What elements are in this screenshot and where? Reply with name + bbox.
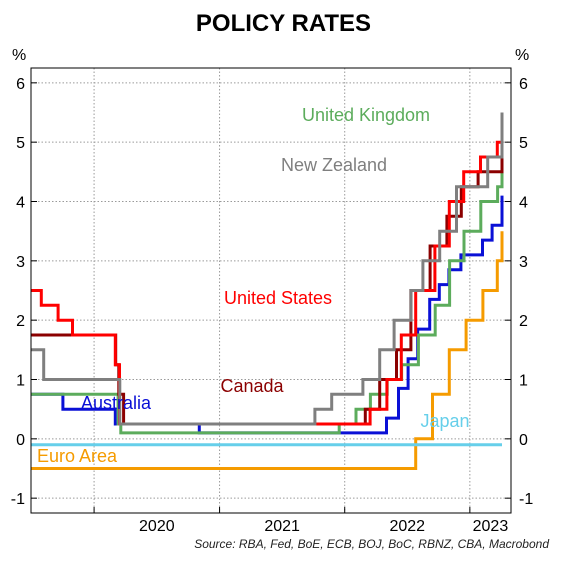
x-tick-label: 2023 — [473, 518, 509, 535]
series-line-new-zealand — [31, 112, 504, 426]
y-tick-label-left: 3 — [16, 254, 25, 271]
unit-label-left: % — [12, 47, 26, 64]
axis-layer — [31, 82, 511, 513]
series-label-new-zealand: New Zealand — [281, 155, 387, 175]
unit-label-right: % — [515, 47, 529, 64]
y-tick-label-left: 5 — [16, 135, 25, 152]
x-tick-label: 2021 — [264, 518, 300, 535]
y-tick-label-right: 2 — [519, 313, 528, 330]
y-tick-label-left: 6 — [16, 76, 25, 93]
y-tick-label-right: 0 — [519, 432, 528, 449]
y-tick-label-right: 4 — [519, 195, 528, 212]
series-label-australia: Australia — [81, 393, 152, 413]
label-layer: -1 -1 0 0 1 1 2 2 3 3 4 4 5 5 6 6% % 2020 2021 2022 2023 Unit… — [11, 47, 534, 535]
y-tick-label-right: 5 — [519, 135, 528, 152]
y-tick-label-left: -1 — [11, 491, 25, 508]
series-line-united-kingdom — [31, 142, 504, 435]
y-tick-label-right: 6 — [519, 76, 528, 93]
series-layer — [31, 112, 504, 470]
y-tick-label-right: 3 — [519, 254, 528, 271]
chart-title: POLICY RATES — [195, 10, 372, 37]
y-tick-label-left: 4 — [16, 195, 25, 212]
series-label-japan: Japan — [420, 411, 469, 431]
series-line-united-states — [31, 127, 504, 426]
series-label-united-kingdom: United Kingdom — [302, 105, 430, 125]
y-tick-label-left: 1 — [16, 373, 25, 390]
y-tick-label-right: -1 — [519, 491, 533, 508]
y-tick-label-left: 0 — [16, 432, 25, 449]
series-label-canada: Canada — [220, 376, 284, 396]
y-tick-label-right: 1 — [519, 373, 528, 390]
y-tick-label-left: 2 — [16, 313, 25, 330]
x-tick-label: 2022 — [389, 518, 425, 535]
source-note: Source: RBA, Fed, BoE, ECB, BOJ, BoC, RB… — [194, 537, 549, 551]
series-label-united-states: United States — [224, 288, 332, 308]
series-label-euro-area: Euro Area — [37, 446, 118, 466]
x-tick-label: 2020 — [139, 518, 175, 535]
series-line-euro-area — [31, 231, 504, 470]
plot-frame — [30, 67, 512, 514]
